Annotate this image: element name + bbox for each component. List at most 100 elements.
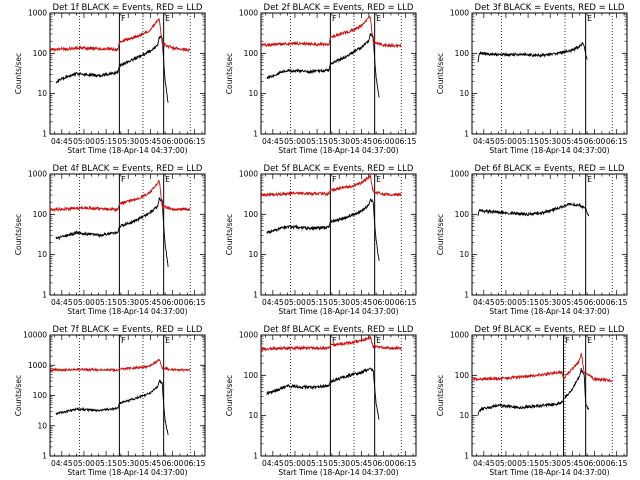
y-axis-label: Counts/sec (436, 214, 445, 255)
panel-det-2: Det 2f BLACK = Events, RED = LLD 1 10 100 10… (225, 3, 417, 155)
events-series-line (55, 35, 169, 103)
x-tick-label: 05:45 (562, 459, 584, 468)
y-axis-label: Counts/sec (225, 53, 234, 94)
x-tick-label: 04:45 (473, 459, 495, 468)
x-axis-label: Start Time (18-Apr-14 04:37:00) (67, 307, 187, 316)
x-tick-label: 06:00 (162, 137, 184, 146)
y-axis-label: Counts/sec (225, 375, 234, 416)
flag-label: F (332, 336, 337, 345)
y-tick-label: 1 (253, 452, 258, 461)
y-axis-label: Counts/sec (225, 214, 234, 255)
x-tick-label: 05:15 (306, 298, 328, 307)
x-tick-label: 05:30 (328, 298, 350, 307)
x-tick-label: 05:45 (351, 137, 373, 146)
y-tick-label: 1000 (450, 331, 469, 340)
lld-series-line (260, 335, 402, 352)
x-tick-label: 05:15 (306, 459, 328, 468)
y-tick-label: 1 (464, 291, 469, 300)
y-tick-label: 10 (459, 89, 469, 98)
plot-frame (260, 12, 417, 135)
y-axis-label: Counts/sec (436, 375, 445, 416)
x-axis-label: Start Time (18-Apr-14 04:37:00) (67, 468, 187, 477)
events-series-line (266, 367, 380, 420)
y-axis-label: Counts/sec (14, 214, 23, 255)
events-series-line (55, 379, 169, 435)
y-tick-label: 10 (248, 250, 258, 259)
x-tick-label: 04:45 (262, 298, 284, 307)
x-axis-label: Start Time (18-Apr-14 04:37:00) (489, 307, 609, 316)
x-tick-label: 04:45 (473, 137, 495, 146)
x-tick-label: 05:15 (306, 137, 328, 146)
x-tick-label: 06:00 (584, 459, 606, 468)
events-series-line (266, 33, 380, 98)
y-tick-label: 1000 (239, 9, 258, 18)
plot-frame (260, 173, 417, 296)
lld-series-line (49, 179, 191, 213)
x-tick-label: 06:15 (606, 298, 628, 307)
x-tick-label: 06:15 (395, 459, 417, 468)
x-axis-label: Start Time (18-Apr-14 04:37:00) (489, 468, 609, 477)
plot-frame (471, 12, 628, 135)
flag-label: E (587, 14, 592, 23)
panel-title: Det 5f BLACK = Events, RED = LLD (264, 164, 414, 174)
y-tick-label: 100 (455, 49, 470, 58)
x-tick-label: 06:15 (184, 298, 206, 307)
x-tick-label: 06:00 (373, 459, 395, 468)
x-tick-label: 05:15 (517, 459, 539, 468)
x-axis-label: Start Time (18-Apr-14 04:37:00) (67, 146, 187, 155)
x-tick-label: 05:15 (95, 459, 117, 468)
x-axis-label: Start Time (18-Apr-14 04:37:00) (278, 146, 398, 155)
plot-frame (49, 173, 206, 296)
x-tick-label: 05:00 (284, 459, 306, 468)
lld-series-line (471, 352, 613, 383)
x-axis-label: Start Time (18-Apr-14 04:37:00) (278, 468, 398, 477)
x-tick-label: 05:45 (351, 298, 373, 307)
x-axis-label: Start Time (18-Apr-14 04:37:00) (489, 146, 609, 155)
y-tick-label: 100 (244, 371, 259, 380)
y-tick-label: 1 (253, 130, 258, 139)
x-tick-label: 06:00 (373, 298, 395, 307)
x-tick-label: 04:45 (262, 459, 284, 468)
y-tick-label: 1000 (28, 361, 47, 370)
panel-det-1: Det 1f BLACK = Events, RED = LLD 1 10 100 10… (14, 3, 206, 155)
flag-label: F (332, 14, 337, 23)
y-tick-label: 1 (42, 291, 47, 300)
x-tick-label: 06:15 (606, 459, 628, 468)
plot-frame (471, 173, 628, 296)
x-tick-label: 05:00 (495, 137, 517, 146)
x-tick-label: 05:00 (284, 298, 306, 307)
panel-det-8: Det 8f BLACK = Events, RED = LLD 1 10 100 10… (225, 325, 417, 477)
panel-det-3: Det 3f BLACK = Events, RED = LLD 1 10 100 10… (436, 3, 628, 155)
plot-frame (49, 12, 206, 135)
x-tick-label: 05:45 (562, 137, 584, 146)
events-series-line (477, 201, 590, 217)
x-tick-label: 05:45 (351, 459, 373, 468)
y-axis-label: Counts/sec (14, 53, 23, 94)
x-tick-label: 04:45 (262, 137, 284, 146)
y-tick-label: 1 (464, 130, 469, 139)
y-tick-label: 1000 (239, 170, 258, 179)
y-tick-label: 10 (37, 250, 47, 259)
panel-title: Det 7f BLACK = Events, RED = LLD (53, 325, 203, 335)
y-tick-label: 10 (459, 411, 469, 420)
flag-label: F (121, 336, 126, 345)
x-tick-label: 06:15 (395, 137, 417, 146)
flag-label: E (587, 175, 592, 184)
y-tick-label: 100 (455, 210, 470, 219)
panel-title: Det 2f BLACK = Events, RED = LLD (264, 3, 414, 13)
events-series-line (477, 41, 588, 63)
lld-series-line (260, 14, 402, 49)
x-tick-label: 05:15 (95, 298, 117, 307)
y-tick-label: 10 (459, 250, 469, 259)
x-tick-label: 04:45 (473, 298, 495, 307)
plot-frame (260, 334, 417, 457)
x-tick-label: 05:45 (140, 459, 162, 468)
x-tick-label: 04:45 (51, 459, 73, 468)
x-tick-label: 05:30 (539, 298, 561, 307)
flag-label: F (121, 14, 126, 23)
x-tick-label: 04:45 (51, 298, 73, 307)
y-tick-label: 100 (33, 210, 48, 219)
x-tick-label: 06:15 (606, 137, 628, 146)
x-tick-label: 06:15 (184, 137, 206, 146)
